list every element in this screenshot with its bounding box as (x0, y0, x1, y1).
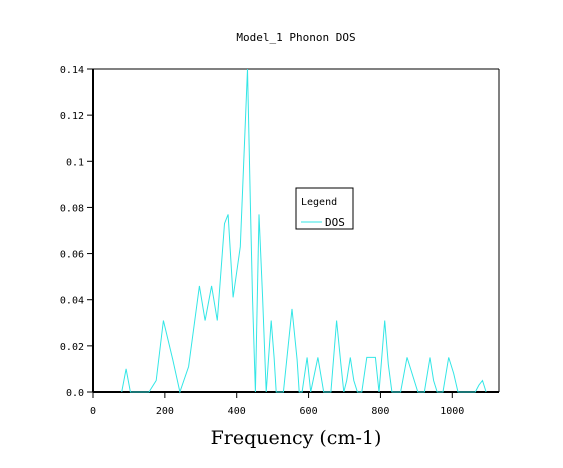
x-tick-label: 600 (300, 406, 318, 417)
x-tick-label: 800 (371, 406, 389, 417)
x-tick-label: 200 (156, 406, 174, 417)
y-tick-label: 0.1 (66, 157, 84, 168)
x-tick-label: 0 (90, 406, 96, 417)
x-axis-label: Frequency (cm-1) (211, 427, 382, 449)
legend: Legend DOS (295, 187, 354, 230)
series-layer (121, 68, 487, 394)
chart-title: Model_1 Phonon DOS (236, 31, 355, 44)
series-line-dos (121, 68, 487, 394)
y-tick-label: 0.02 (60, 342, 84, 353)
y-tick-label: 0.12 (60, 111, 84, 122)
y-tick-label: 0.08 (60, 203, 84, 214)
plot-frame (92, 68, 500, 393)
x-tick-label: 1000 (440, 406, 464, 417)
legend-label-dos: DOS (325, 216, 345, 229)
y-tick-label: 0.0 (66, 388, 84, 399)
x-axis-ticks: 0 200 400 600 800 1000 (90, 392, 464, 417)
legend-title: Legend (301, 197, 337, 208)
y-axis-ticks: 0.0 0.02 0.04 0.06 0.08 0.1 0.12 0.14 (60, 65, 93, 399)
y-tick-label: 0.14 (60, 65, 84, 76)
x-tick-label: 400 (228, 406, 246, 417)
y-tick-label: 0.04 (60, 296, 84, 307)
y-tick-label: 0.06 (60, 250, 84, 261)
